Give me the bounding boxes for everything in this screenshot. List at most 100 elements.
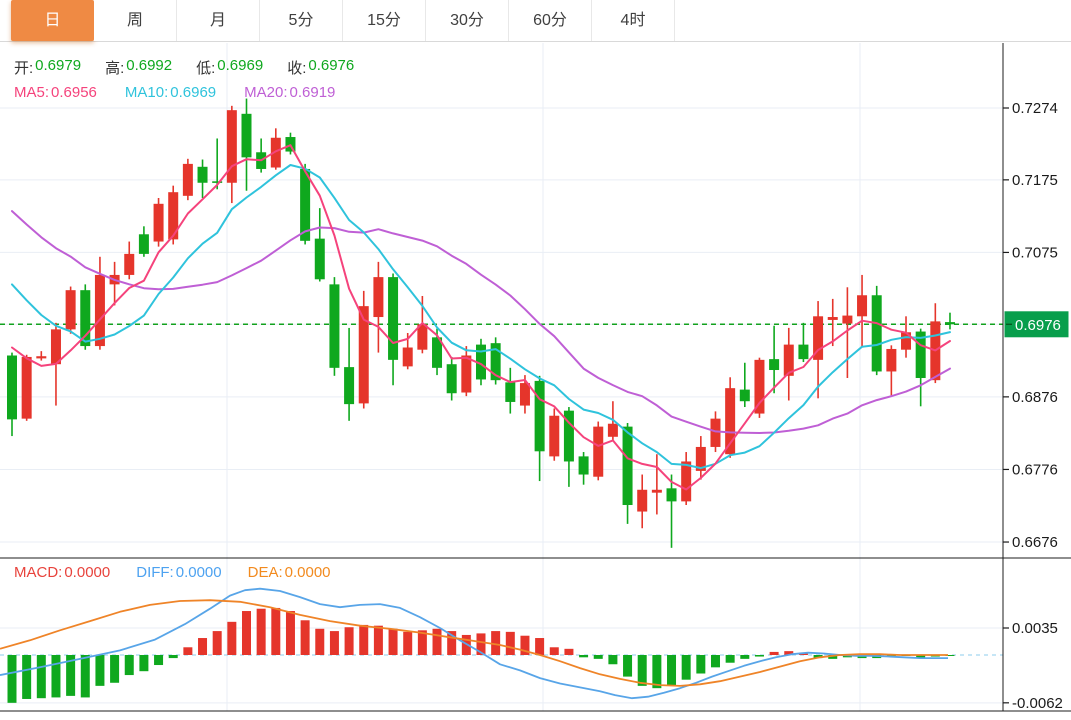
tab-timeframe-2[interactable]: 月 — [177, 0, 260, 41]
tab-timeframe-4[interactable]: 15分 — [343, 0, 426, 41]
candle-body — [901, 332, 912, 350]
macd-histogram-bar — [315, 628, 325, 655]
macd-histogram-bar — [66, 655, 76, 696]
candle-body — [563, 410, 574, 462]
candle-body — [50, 329, 61, 365]
current-price-label: 0.6976 — [1015, 317, 1061, 334]
ma-item-2: MA20: 0.6919 — [244, 84, 336, 101]
candle-body — [373, 277, 384, 318]
tab-timeframe-6[interactable]: 60分 — [509, 0, 592, 41]
macd-histogram-bar — [549, 647, 559, 655]
macd-histogram-bar — [271, 607, 281, 655]
candle-body — [783, 344, 794, 376]
macd-histogram-bar — [505, 631, 515, 655]
macd-histogram-bar — [754, 655, 764, 657]
price-axis-label: 0.6776 — [1012, 461, 1058, 478]
macd-histogram-bar — [769, 651, 779, 655]
diff-line — [0, 587, 948, 700]
macd-legend: MACD: 0.0000 DIFF: 0.0000 DEA: 0.0000 — [14, 564, 331, 581]
ohlc-item-0: 开: 0.6979 — [14, 57, 82, 77]
macd-histogram-bar — [329, 631, 339, 655]
macd-item-2: DEA: 0.0000 — [247, 564, 331, 581]
macd-histogram-bar — [725, 655, 735, 663]
ohlc-item-3: 收: 0.6976 — [287, 57, 355, 77]
candle-body — [534, 380, 545, 452]
macd-item-0: MACD: 0.0000 — [14, 564, 111, 581]
macd-histogram-bar — [447, 631, 457, 655]
candle-body — [710, 418, 721, 447]
candle-body — [168, 192, 179, 240]
macd-histogram-bar — [593, 655, 603, 659]
macd-histogram-bar — [110, 655, 120, 683]
candle-body — [138, 234, 149, 254]
macd-histogram-bar — [344, 627, 354, 655]
candle-body — [417, 324, 428, 350]
ohlc-item-1: 高: 0.6992 — [105, 57, 173, 77]
candle-body — [915, 331, 926, 378]
candle-body — [36, 356, 47, 359]
candle-body — [695, 446, 706, 471]
candle-body — [212, 181, 223, 183]
macd-histogram-bar — [388, 628, 398, 655]
candle-body — [725, 388, 736, 455]
macd-histogram-bar — [95, 655, 105, 686]
candle-body — [842, 315, 853, 324]
candle-body — [329, 284, 340, 368]
ma-item-0: MA5: 0.6956 — [14, 84, 97, 101]
tab-timeframe-1[interactable]: 周 — [94, 0, 177, 41]
candle-body — [871, 295, 882, 372]
candle-body — [549, 415, 560, 457]
macd-histogram-bar — [667, 655, 677, 686]
candle-body — [475, 344, 486, 380]
macd-histogram-bar — [241, 611, 251, 655]
candle-body — [593, 426, 604, 477]
macd-histogram-bar — [579, 655, 589, 658]
macd-histogram-bar — [168, 655, 178, 659]
candle-body — [241, 113, 252, 158]
macd-histogram-bar — [784, 651, 794, 655]
macd-histogram-bar — [212, 631, 222, 655]
macd-histogram-bar — [535, 638, 545, 655]
tab-timeframe-5[interactable]: 30分 — [426, 0, 509, 41]
macd-histogram-bar — [51, 655, 61, 698]
candle-body — [388, 277, 399, 360]
candle-body — [226, 110, 237, 183]
candle-body — [827, 317, 838, 320]
candle-body — [124, 253, 135, 275]
tab-timeframe-0[interactable]: 日 — [11, 0, 94, 41]
tab-timeframe-3[interactable]: 5分 — [260, 0, 343, 41]
macd-histogram-bar — [36, 655, 46, 699]
ma5-line — [11, 144, 951, 491]
macd-histogram-bar — [828, 655, 838, 659]
candle-body — [300, 168, 311, 241]
ma-legend: MA5: 0.6956 MA10: 0.6969 MA20: 0.6919 — [14, 84, 335, 101]
price-axis-label: 0.6876 — [1012, 389, 1058, 406]
ma20-line — [11, 210, 951, 434]
macd-histogram-bar — [198, 638, 208, 655]
price-axis-label: 0.7274 — [1012, 100, 1058, 117]
candle-body — [182, 163, 193, 196]
macd-histogram-bar — [432, 628, 442, 655]
current-price-badge — [1004, 311, 1069, 338]
candle-body — [314, 238, 325, 280]
candle-body — [402, 347, 413, 367]
price-axis-label: 0.7075 — [1012, 244, 1058, 261]
candle-body — [944, 322, 955, 325]
candle-body — [65, 290, 76, 330]
candle-body — [739, 389, 750, 402]
candle-body — [505, 382, 516, 402]
macd-histogram-bar — [403, 631, 413, 655]
macd-histogram-bar — [813, 655, 823, 659]
macd-histogram-bar — [740, 655, 750, 659]
macd-histogram-bar — [520, 635, 530, 655]
ma-item-1: MA10: 0.6969 — [124, 84, 217, 101]
macd-histogram-bar — [491, 631, 501, 655]
price-axis-label: 0.6676 — [1012, 534, 1058, 551]
candle-body — [769, 359, 780, 371]
price-axis-label: 0.7175 — [1012, 172, 1058, 189]
macd-histogram-bar — [359, 624, 369, 655]
candle-body — [432, 337, 443, 368]
macd-histogram-bar — [608, 655, 618, 665]
tab-timeframe-7[interactable]: 4时 — [592, 0, 675, 41]
